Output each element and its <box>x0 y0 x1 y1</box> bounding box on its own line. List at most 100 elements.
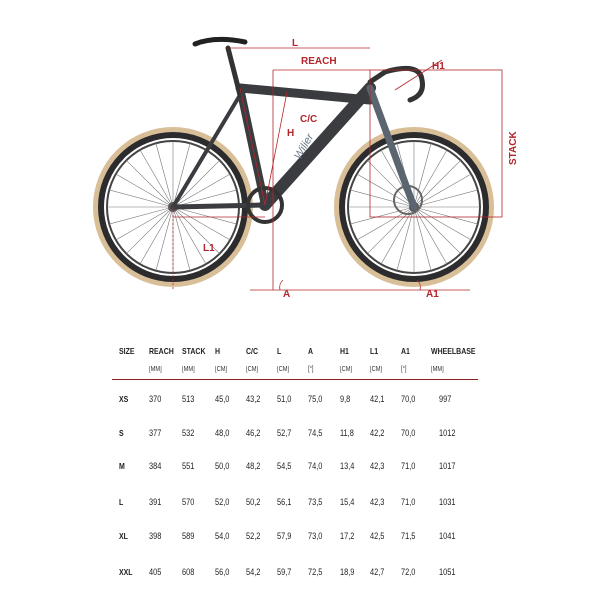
size-label: XS <box>119 394 129 404</box>
spoke <box>172 206 207 265</box>
label-reach: REACH <box>301 56 337 67</box>
geometry-labels: L REACH H1 C/C H STACK L1 A A1 <box>203 38 519 300</box>
table-cell: 42,5 <box>370 531 385 541</box>
column-header: STACK <box>182 346 206 356</box>
table-cell: 72,5 <box>308 567 323 577</box>
header-divider <box>112 379 478 380</box>
spoke <box>172 160 220 208</box>
size-label: XXL <box>119 567 133 577</box>
spoke <box>115 173 174 208</box>
table-cell: 71,0 <box>401 497 416 507</box>
spoke <box>396 206 415 271</box>
table-cell: 1051 <box>439 567 456 577</box>
table-cell: 997 <box>439 394 452 404</box>
spoke <box>356 173 415 208</box>
label-h1: H1 <box>432 61 445 72</box>
table-cell: 15,4 <box>340 497 355 507</box>
column-header: L <box>277 346 282 356</box>
table-cell: 42,7 <box>370 567 385 577</box>
table-cell: 9,8 <box>340 394 351 404</box>
table-cell: 42,3 <box>370 497 385 507</box>
column-header: SIZE <box>119 346 135 356</box>
table-cell: 43,2 <box>246 394 261 404</box>
spoke <box>380 206 415 265</box>
spoke <box>172 143 191 208</box>
table-cell: 50,0 <box>215 461 230 471</box>
spoke <box>413 206 432 271</box>
spoke <box>126 206 174 254</box>
label-l: L <box>292 38 298 49</box>
column-header: C/C <box>246 346 259 356</box>
table-cell: 13,4 <box>340 461 355 471</box>
spoke <box>350 206 415 225</box>
column-unit: [°] <box>401 366 407 373</box>
spoke <box>413 206 472 241</box>
table-cell: 59,7 <box>277 567 292 577</box>
column-header: A1 <box>401 346 410 356</box>
size-label: S <box>119 428 124 438</box>
table-cell: 513 <box>182 394 195 404</box>
spoke <box>356 206 415 241</box>
table-cell: 1031 <box>439 497 456 507</box>
spoke <box>172 206 191 271</box>
table-cell: 75,0 <box>308 394 323 404</box>
column-header: REACH <box>149 346 174 356</box>
table-cell: 405 <box>149 567 162 577</box>
table-cell: 54,0 <box>215 531 230 541</box>
table-cell: 50,2 <box>246 497 261 507</box>
table-cell: 532 <box>182 428 195 438</box>
spoke <box>367 160 415 208</box>
table-cell: 370 <box>149 394 162 404</box>
table-cell: 74,0 <box>308 461 323 471</box>
table-cell: 71,0 <box>401 461 416 471</box>
spoke <box>139 149 174 208</box>
table-cell: 1017 <box>439 461 456 471</box>
column-unit: [CM] <box>215 366 228 373</box>
spoke <box>413 189 478 208</box>
table-cell: 570 <box>182 497 195 507</box>
spoke <box>413 149 448 208</box>
spoke <box>172 206 237 225</box>
size-label: M <box>119 461 125 471</box>
column-header: L1 <box>370 346 379 356</box>
spoke <box>126 160 174 208</box>
bike-frame: Wilier <box>170 36 425 224</box>
table-cell: 54,5 <box>277 461 292 471</box>
table-cell: 56,1 <box>277 497 292 507</box>
table-cell: 73,5 <box>308 497 323 507</box>
spoke <box>155 143 174 208</box>
table-cell: 589 <box>182 531 195 541</box>
table-cell: 52,7 <box>277 428 292 438</box>
column-unit: [°] <box>308 366 314 373</box>
table-cell: 11,8 <box>340 428 354 438</box>
table-cell: 74,5 <box>308 428 323 438</box>
spoke <box>413 173 472 208</box>
table-cell: 51,0 <box>277 394 292 404</box>
label-a1: A1 <box>426 289 439 300</box>
table-cell: 71,5 <box>401 531 416 541</box>
column-unit: [MM] <box>431 366 444 373</box>
column-unit: [CM] <box>277 366 290 373</box>
table-cell: 398 <box>149 531 162 541</box>
label-stack: STACK <box>508 131 519 165</box>
label-a: A <box>283 289 290 300</box>
column-header: WHEELBASE <box>431 346 476 356</box>
spoke <box>413 206 478 225</box>
table-cell: 73,0 <box>308 531 323 541</box>
label-cc: C/C <box>300 114 317 125</box>
bike-geometry-diagram: Wilier L REACH H1 C/C H STACK L1 A A1 <box>93 36 519 300</box>
table-cell: 46,2 <box>246 428 261 438</box>
table-cell: 608 <box>182 567 195 577</box>
table-cell: 52,0 <box>215 497 230 507</box>
table-cell: 48,0 <box>215 428 230 438</box>
spoke <box>350 189 415 208</box>
table-cell: 56,0 <box>215 567 230 577</box>
table-cell: 70,0 <box>401 394 416 404</box>
size-label: L <box>119 497 124 507</box>
column-unit: [CM] <box>246 366 259 373</box>
column-unit: [MM] <box>182 366 195 373</box>
size-label: XL <box>119 531 128 541</box>
spoke <box>172 189 237 208</box>
table-cell: 391 <box>149 497 162 507</box>
spoke <box>109 206 174 225</box>
